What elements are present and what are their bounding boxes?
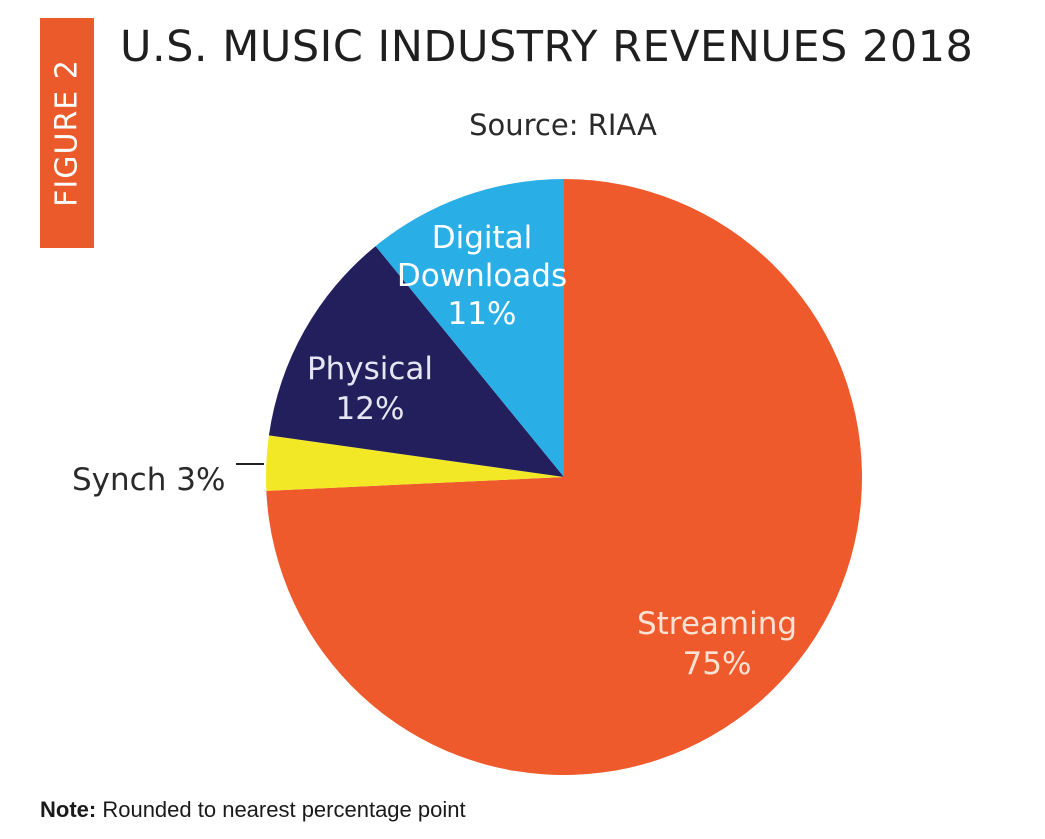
pie-slice-streaming bbox=[266, 179, 862, 775]
note-label: Note: bbox=[40, 797, 97, 822]
slice-label-synch: Synch 3% bbox=[72, 462, 225, 498]
pie-slice-physical bbox=[268, 246, 564, 477]
pie-slice-digital-downloads bbox=[375, 179, 564, 477]
chart-note: Note: Rounded to nearest percentage poin… bbox=[40, 797, 466, 823]
slice-label-digital-downloads: Digital Downloads 11% bbox=[397, 220, 567, 332]
note-text: Rounded to nearest percentage point bbox=[96, 797, 466, 822]
pie-slice-synch bbox=[266, 435, 564, 491]
slice-label-physical: Physical 12% bbox=[307, 351, 433, 427]
chart-title: U.S. MUSIC INDUSTRY REVENUES 2018 bbox=[120, 22, 974, 72]
figure-tag: FIGURE 2 bbox=[40, 18, 94, 248]
chart-subtitle: Source: RIAA bbox=[469, 108, 657, 142]
slice-label-streaming: Streaming 75% bbox=[637, 606, 797, 682]
